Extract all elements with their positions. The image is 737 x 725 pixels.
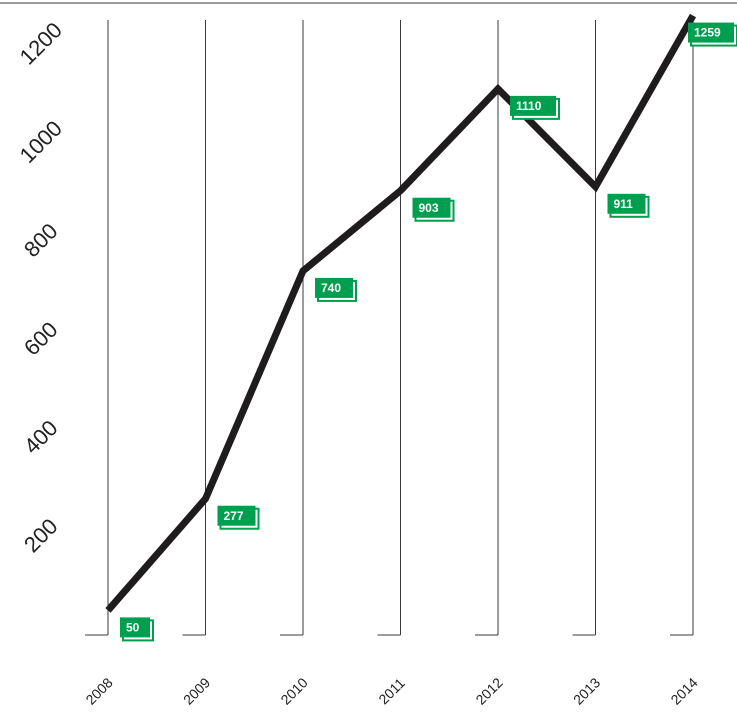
x-tick-label-2009: 2009	[180, 674, 213, 707]
x-tick-label-2008: 2008	[82, 674, 115, 707]
data-label-box-2012	[510, 95, 556, 116]
series-line-group	[105, 13, 697, 613]
data-label-2009: 277	[224, 509, 244, 523]
x-tick-label-2012: 2012	[472, 674, 505, 707]
data-label-box-2014	[688, 22, 734, 43]
data-label-2014: 1259	[694, 26, 721, 40]
y-axis-ticks: 200 400 600 800 1000 1200	[15, 17, 67, 557]
series-line	[105, 13, 697, 613]
y-tick-label-1000: 1000	[15, 116, 67, 168]
x-tick-label-2014: 2014	[667, 674, 700, 707]
data-labels: 50 277 740 903 1110 911 1259	[120, 22, 737, 642]
x-tick-label-2011: 2011	[375, 675, 408, 708]
y-tick-label-800: 800	[19, 218, 63, 262]
data-label-box-2011	[412, 197, 451, 218]
data-label-box-2009	[217, 505, 256, 526]
y-tick-label-600: 600	[19, 317, 63, 361]
data-label-2012: 1110	[516, 99, 542, 113]
y-tick-label-400: 400	[19, 415, 63, 459]
y-tick-label-200: 200	[19, 514, 63, 558]
data-label-box-2008	[120, 617, 150, 638]
data-label-2010: 740	[321, 281, 341, 295]
data-label-box-2010	[315, 277, 353, 298]
x-tick-label-2013: 2013	[570, 674, 603, 707]
x-tick-label-2010: 2010	[277, 674, 310, 707]
x-axis-ticks: 2008 2009 2010 2011 2012 2013 2014	[82, 674, 700, 707]
gridlines	[85, 20, 694, 636]
data-label-2011: 903	[419, 201, 439, 215]
y-tick-label-1200: 1200	[15, 17, 67, 69]
data-label-2013: 911	[614, 197, 634, 211]
data-label-2008: 50	[126, 621, 140, 635]
data-label-box-2013	[607, 193, 646, 214]
